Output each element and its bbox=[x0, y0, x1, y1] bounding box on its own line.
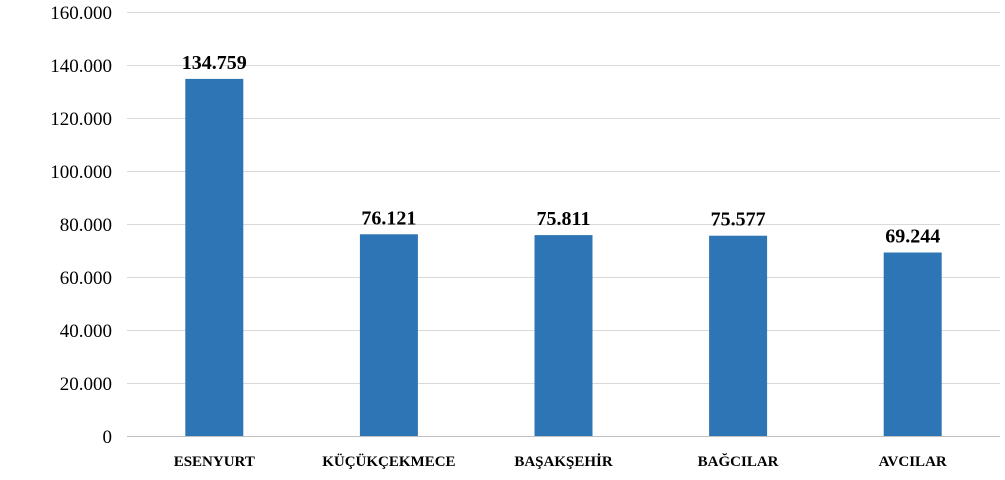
y-tick-label: 120.000 bbox=[50, 109, 112, 130]
y-tick-label: 100.000 bbox=[50, 162, 112, 183]
y-tick-label: 140.000 bbox=[50, 56, 112, 77]
data-label: 134.759 bbox=[182, 52, 247, 74]
data-label: 76.121 bbox=[361, 207, 416, 229]
y-tick-label: 40.000 bbox=[60, 321, 112, 342]
x-tick-label: KÜÇÜKÇEKMECE bbox=[322, 453, 455, 470]
bar bbox=[709, 235, 768, 436]
bar bbox=[359, 234, 418, 436]
data-label: 75.811 bbox=[537, 208, 591, 230]
x-axis-ticks: ESENYURT KÜÇÜKÇEKMECE BAŞAKŞEHİR BAĞCILAR AV… bbox=[174, 453, 947, 470]
data-label: 75.577 bbox=[711, 209, 766, 231]
data-labels: 134.759 76.121 75.811 75.577 69.244 bbox=[182, 52, 940, 248]
bars bbox=[185, 78, 942, 437]
gridlines bbox=[127, 12, 1000, 437]
y-axis-ticks: 0 20.000 40.000 60.000 80.000 100.000 120.000 1… bbox=[50, 3, 112, 448]
data-label: 69.244 bbox=[885, 226, 940, 248]
y-tick-label: 20.000 bbox=[60, 374, 112, 395]
x-tick-label: AVCILAR bbox=[879, 454, 947, 470]
y-tick-label: 80.000 bbox=[60, 215, 112, 236]
bar bbox=[185, 78, 244, 437]
x-tick-label: ESENYURT bbox=[174, 454, 255, 470]
x-tick-label: BAŞAKŞEHİR bbox=[514, 453, 613, 470]
bar bbox=[534, 235, 593, 436]
y-tick-label: 160.000 bbox=[50, 3, 112, 24]
x-tick-label: BAĞCILAR bbox=[698, 453, 779, 470]
bar bbox=[883, 252, 942, 436]
y-tick-label: 0 bbox=[103, 427, 113, 448]
y-tick-label: 60.000 bbox=[60, 268, 112, 289]
